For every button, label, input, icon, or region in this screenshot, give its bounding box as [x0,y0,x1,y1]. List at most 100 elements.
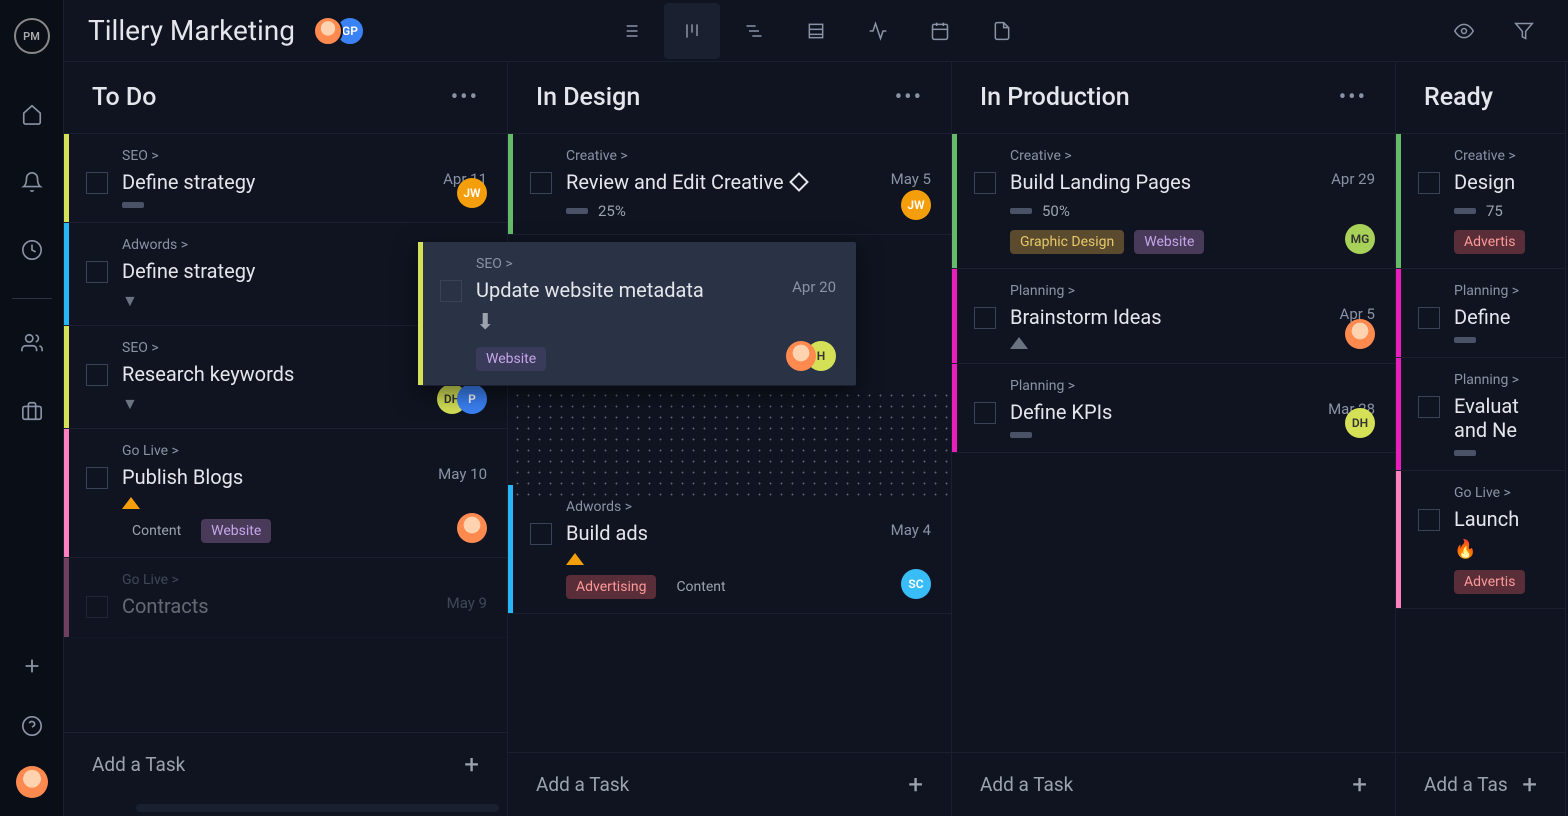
card-avatars: JW [467,178,487,208]
column-menu-icon[interactable]: ••• [451,85,479,110]
tag[interactable]: Content [122,519,191,543]
task-card[interactable]: Creative > Review and Edit Creative May … [508,134,951,235]
card-checkbox[interactable] [86,261,108,283]
activity-view-tab[interactable] [850,3,906,59]
avatar-face[interactable] [313,16,343,46]
avatar-face[interactable] [457,513,487,543]
tag[interactable]: Website [201,519,271,543]
column-body: Creative > Design 75 Advertis Planning >… [1396,134,1565,752]
card-checkbox[interactable] [86,364,108,386]
card-checkbox[interactable] [86,172,108,194]
header-avatars[interactable]: GP [313,16,357,46]
app-logo[interactable]: PM [14,18,50,54]
tag[interactable]: Graphic Design [1010,230,1124,254]
card-category[interactable]: Go Live > [122,443,487,459]
scroll-track[interactable] [136,804,499,812]
tag[interactable]: Content [666,575,735,599]
card-category[interactable]: Planning > [1454,283,1545,299]
card-category[interactable]: Planning > [1010,378,1375,394]
card-checkbox[interactable] [86,467,108,489]
gantt-view-tab[interactable] [726,3,782,59]
clock-icon[interactable] [12,230,52,270]
column-title: To Do [92,83,156,112]
card-category[interactable]: Creative > [1454,148,1545,164]
card-category[interactable]: Go Live > [122,572,487,588]
task-card[interactable]: Creative > Build Landing Pages Apr 29 50… [952,134,1395,269]
add-task-button[interactable]: Add a Tas+ [1396,752,1565,816]
tag[interactable]: Advertising [566,575,656,599]
card-date: May 4 [891,521,931,539]
card-checkbox[interactable] [86,596,108,618]
card-checkbox[interactable] [1418,172,1440,194]
tag-website[interactable]: Website [476,347,546,371]
add-icon[interactable] [12,646,52,686]
add-task-button[interactable]: Add a Task+ [952,752,1395,816]
card-title: Review and Edit Creative [566,170,881,194]
card-accent [508,485,513,613]
home-icon[interactable] [12,94,52,134]
card-checkbox[interactable] [1418,509,1440,531]
chevron-down-icon: ▼ [122,291,138,311]
avatar[interactable]: DH [1345,408,1375,438]
avatar[interactable]: P [457,384,487,414]
avatar[interactable]: MG [1345,224,1375,254]
tag[interactable]: Website [1134,230,1204,254]
task-card[interactable]: Go Live > Contracts May 9 [64,558,507,638]
card-checkbox[interactable] [974,402,996,424]
task-card[interactable]: Planning > Define [1396,269,1565,358]
task-card[interactable]: Planning > Evaluat and Ne [1396,358,1565,471]
card-checkbox[interactable] [530,523,552,545]
projects-icon[interactable] [12,391,52,431]
avatar[interactable]: SC [901,569,931,599]
card-checkbox[interactable] [1418,396,1440,418]
card-category[interactable]: Creative > [1010,148,1375,164]
add-task-button[interactable]: Add a Task+ [508,752,951,816]
card-category[interactable]: Adwords > [566,499,931,515]
column-menu-icon[interactable]: ••• [1339,85,1367,110]
card-category[interactable]: SEO > [122,148,487,164]
card-checkbox[interactable] [974,172,996,194]
board-view-tab[interactable] [664,3,720,59]
column-menu-icon[interactable]: ••• [895,85,923,110]
card-category[interactable]: Planning > [1010,283,1375,299]
card-avatars [1355,319,1375,349]
task-card[interactable]: Creative > Design 75 Advertis [1396,134,1565,269]
team-icon[interactable] [12,323,52,363]
card-category[interactable]: Go Live > [1454,485,1545,501]
column-header: Ready [1396,62,1565,134]
priority-bar [1454,208,1476,214]
dragging-card[interactable]: SEO > Update website metadata Apr 20 ⬇ W… [418,242,856,386]
avatar-face[interactable] [786,341,816,371]
task-card[interactable]: Planning > Brainstorm Ideas Apr 5 [952,269,1395,364]
visibility-icon[interactable] [1444,3,1484,59]
task-card[interactable]: Planning > Define KPIs Mar 28 DH [952,364,1395,453]
notifications-icon[interactable] [12,162,52,202]
avatar[interactable]: JW [901,190,931,220]
table-view-tab[interactable] [788,3,844,59]
card-title: Brainstorm Ideas [1010,305,1330,329]
task-card[interactable]: Go Live > Launch 🔥 Advertis [1396,471,1565,609]
card-checkbox[interactable] [440,280,462,302]
task-card[interactable]: SEO > Define strategy Apr 11 JW [64,134,507,223]
user-avatar[interactable] [16,766,48,798]
help-icon[interactable] [12,706,52,746]
avatar[interactable]: JW [457,178,487,208]
list-view-tab[interactable] [602,3,658,59]
files-view-tab[interactable] [974,3,1030,59]
add-task-button[interactable]: Add a Task+ [64,732,507,796]
avatar-face[interactable] [1345,319,1375,349]
task-card[interactable]: Go Live > Publish Blogs May 10 ContentWe… [64,429,507,558]
card-category[interactable]: Creative > [566,148,931,164]
tag[interactable]: Advertis [1454,570,1525,594]
card-checkbox[interactable] [1418,307,1440,329]
tag[interactable]: Advertis [1454,230,1525,254]
filter-icon[interactable] [1504,3,1544,59]
calendar-view-tab[interactable] [912,3,968,59]
task-card[interactable]: Adwords > Build ads May 4 AdvertisingCon… [508,485,951,614]
card-accent [1396,269,1401,357]
card-category[interactable]: Planning > [1454,372,1545,388]
header: Tillery Marketing GP [64,0,1568,62]
card-checkbox[interactable] [974,307,996,329]
card-checkbox[interactable] [530,172,552,194]
column: In Production••• Creative > Build Landin… [952,62,1396,816]
